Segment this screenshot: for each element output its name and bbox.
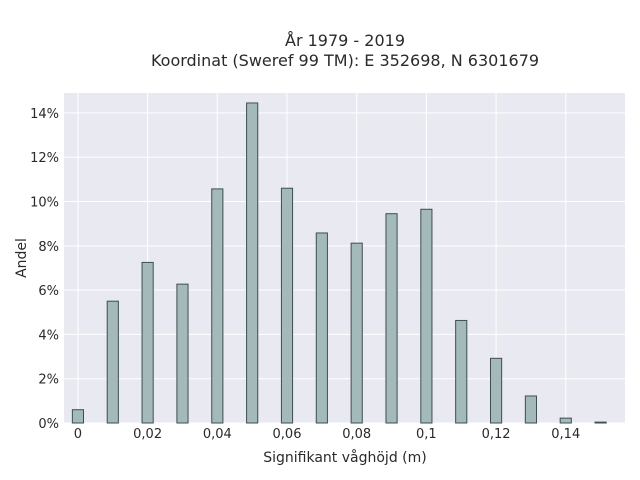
bar: [315, 232, 328, 424]
y-tick-label: 0%: [38, 417, 59, 432]
x-tick-label: 0,08: [342, 427, 371, 442]
y-tick-label: 14%: [30, 107, 59, 122]
bar: [71, 409, 85, 424]
bar: [246, 102, 259, 424]
grid-lines: [64, 93, 625, 424]
plot-area: [64, 93, 625, 423]
bar: [106, 300, 119, 424]
x-tick-label: 0,1: [416, 427, 437, 442]
y-tick-label: 4%: [38, 328, 59, 343]
bar: [489, 357, 503, 424]
bar: [559, 417, 572, 424]
x-tick-label: 0,04: [203, 427, 232, 442]
y-tick-label: 12%: [30, 151, 59, 166]
bar: [280, 187, 294, 424]
bar: [176, 283, 189, 424]
bar: [350, 242, 363, 424]
bar: [141, 261, 154, 424]
x-tick-label: 0,14: [551, 427, 580, 442]
x-tick-label: 0,02: [133, 427, 162, 442]
bar: [420, 208, 433, 424]
y-tick-label: 10%: [30, 196, 59, 211]
chart-title-line-1: År 1979 - 2019: [285, 31, 405, 50]
chart-title-line-2: Koordinat (Sweref 99 TM): E 352698, N 63…: [151, 51, 539, 70]
x-tick-label: 0: [74, 427, 82, 442]
x-axis-title: Signifikant våghöjd (m): [263, 449, 426, 466]
bar: [455, 319, 468, 424]
bar: [594, 421, 607, 424]
y-axis-title: Andel: [14, 238, 30, 278]
x-tick-label: 0,06: [273, 427, 302, 442]
y-axis-ticks: 0% 2% 4% 6% 8% 10% 12% 14%: [30, 107, 59, 432]
x-tick-label: 0,12: [482, 427, 511, 442]
bar: [211, 188, 224, 424]
bar: [524, 395, 537, 424]
y-tick-label: 6%: [38, 284, 59, 299]
y-tick-label: 8%: [38, 240, 59, 255]
y-tick-label: 2%: [38, 373, 59, 388]
bar: [385, 213, 398, 424]
x-axis-ticks: 0 0,02 0,04 0,06 0,08 0,1 0,12 0,14: [74, 427, 580, 442]
bars: [71, 102, 607, 424]
